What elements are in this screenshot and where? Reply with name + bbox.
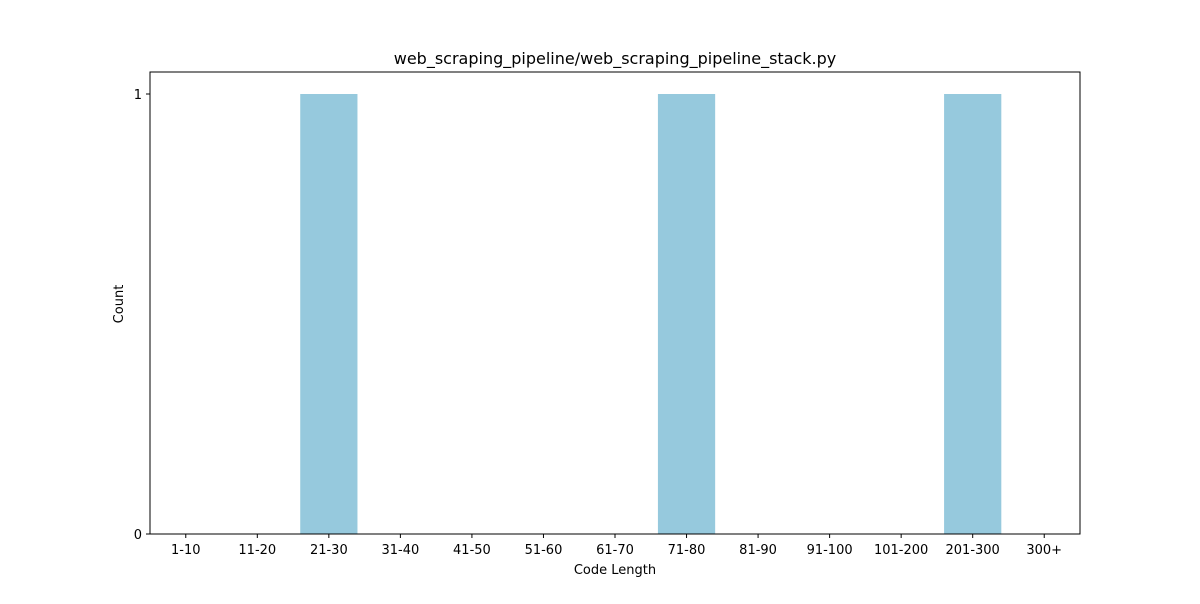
x-tick-label: 21-30 [310, 543, 348, 558]
bars-layer [300, 94, 1002, 534]
x-tick-label: 81-90 [739, 543, 777, 558]
y-axis-label: Count [112, 285, 127, 324]
bar-201-300 [944, 94, 1002, 534]
x-tick-label: 41-50 [453, 543, 491, 558]
x-tick-label: 101-200 [874, 543, 928, 558]
x-tick-label: 31-40 [381, 543, 419, 558]
bar-21-30 [300, 94, 358, 534]
x-tick-label: 71-80 [668, 543, 706, 558]
x-tick-label: 51-60 [525, 543, 563, 558]
x-tick-label: 91-100 [807, 543, 853, 558]
x-tick-label: 201-300 [946, 543, 1000, 558]
y-tick-label: 0 [134, 528, 142, 543]
y-tick-label: 1 [134, 88, 142, 103]
x-tick-label: 1-10 [171, 543, 201, 558]
ticks-layer: 1-10 11-20 21-30 31-40 41-50 51-60 61-70 71-80 8… [134, 88, 1062, 558]
x-axis-label: Code Length [574, 563, 656, 578]
x-tick-label: 61-70 [596, 543, 634, 558]
chart-title: web_scraping_pipeline/web_scraping_pipel… [394, 49, 837, 69]
x-tick-label: 11-20 [238, 543, 276, 558]
x-tick-label: 300+ [1026, 543, 1062, 558]
bar-71-80 [657, 94, 716, 534]
